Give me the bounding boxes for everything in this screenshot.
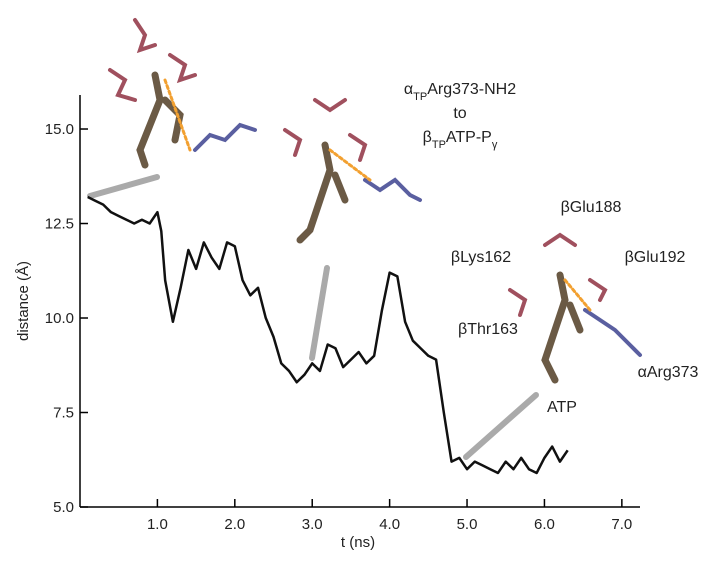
annotation: βTPATP-Pγ [423, 129, 498, 151]
y-tick-label: 7.5 [53, 405, 74, 422]
subscript: TP [413, 91, 427, 103]
annotation-part: α [404, 81, 413, 98]
residue-label: βLys162 [451, 249, 511, 266]
x-tick-label: 3.0 [302, 516, 323, 533]
subscript: TP [432, 139, 446, 151]
x-tick-label: 2.0 [224, 516, 245, 533]
x-tick-label: 4.0 [379, 516, 400, 533]
residue-label: βGlu192 [625, 249, 686, 266]
x-tick-label: 1.0 [147, 516, 168, 533]
y-axis-label: distance (Å) [15, 261, 32, 341]
x-tick-label: 7.0 [611, 516, 632, 533]
residue-label: ATP [547, 399, 577, 416]
x-tick-label: 5.0 [457, 516, 478, 533]
x-axis-label: t (ns) [341, 534, 375, 551]
residue-label: βGlu188 [561, 199, 622, 216]
residue-label: βThr163 [458, 321, 518, 338]
annotation-part: β [423, 129, 432, 146]
data-line [87, 195, 569, 475]
annotation: αTPArg373-NH2 [404, 81, 516, 103]
annotation-part: to [453, 105, 466, 122]
y-tick-label: 12.5 [45, 216, 74, 233]
structure-insets [87, 18, 642, 460]
y-tick-label: 15.0 [45, 121, 74, 138]
annotation-part: Arg373-NH2 [427, 81, 516, 98]
y-tick-label: 5.0 [53, 499, 74, 516]
annotation: to [453, 105, 466, 122]
residue-label: αArg373 [638, 364, 699, 381]
y-tick-label: 10.0 [45, 310, 74, 327]
annotation-part: ATP-P [446, 129, 492, 146]
x-tick-label: 6.0 [534, 516, 555, 533]
subscript: γ [492, 139, 498, 151]
